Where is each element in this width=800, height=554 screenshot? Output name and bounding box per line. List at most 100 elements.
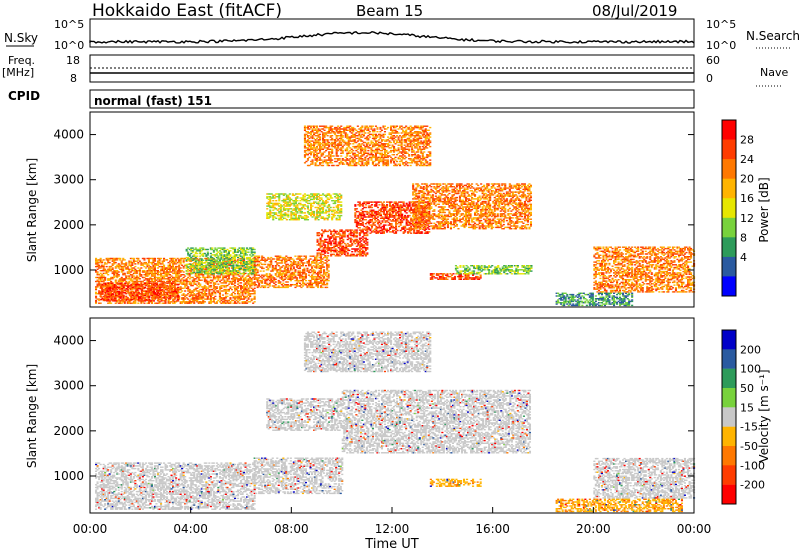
data-cell — [101, 293, 104, 295]
data-cell — [313, 197, 316, 199]
data-cell — [134, 282, 137, 284]
data-cell — [146, 280, 149, 283]
data-cell — [144, 278, 148, 280]
data-cell — [223, 280, 226, 283]
data-cell — [109, 289, 112, 291]
data-cell — [181, 264, 184, 266]
data-cell — [289, 258, 292, 260]
data-cell — [314, 193, 317, 195]
data-cell — [150, 261, 154, 264]
data-cell — [292, 274, 295, 276]
data-cell — [249, 295, 252, 298]
data-cell — [96, 280, 99, 283]
data-cell — [182, 298, 185, 300]
data-cell — [293, 194, 296, 196]
data-cell — [240, 278, 243, 280]
data-cell — [96, 293, 99, 295]
data-cell — [361, 247, 364, 249]
data-cell — [261, 263, 264, 266]
data-cell — [137, 278, 140, 280]
data-cell — [98, 261, 101, 264]
data-cell — [271, 258, 274, 260]
data-cell — [294, 210, 298, 213]
data-cell — [297, 209, 301, 211]
data-cell — [313, 193, 316, 195]
data-cell — [291, 271, 294, 274]
data-cell — [143, 297, 147, 299]
data-cell — [234, 255, 237, 257]
data-cell — [111, 264, 114, 266]
data-cell — [127, 284, 130, 286]
data-cell — [175, 288, 178, 290]
data-cell — [315, 258, 318, 260]
data-cell — [399, 209, 402, 211]
data-cell — [357, 240, 360, 242]
data-cell — [111, 267, 114, 269]
data-cell — [232, 267, 235, 270]
data-cell — [346, 252, 349, 254]
data-cell — [160, 257, 163, 260]
data-cell — [218, 258, 222, 260]
data-cell — [128, 293, 131, 295]
data-cell — [382, 204, 386, 206]
data-cell — [293, 219, 296, 221]
data-cell — [137, 290, 140, 292]
data-cell — [288, 258, 291, 260]
data-cell — [140, 300, 143, 302]
data-cell — [252, 251, 255, 253]
data-cell — [205, 276, 208, 279]
data-cell — [348, 245, 351, 247]
data-cell — [184, 302, 187, 304]
data-cell — [314, 270, 317, 272]
data-cell — [170, 271, 173, 273]
data-cell — [169, 267, 172, 269]
data-cell — [107, 293, 110, 295]
data-cell — [203, 290, 206, 292]
data-cell — [211, 254, 214, 256]
data-cell — [120, 265, 123, 268]
data-cell — [130, 296, 133, 298]
data-cell — [131, 282, 134, 284]
data-cell — [229, 261, 232, 263]
data-cell — [294, 279, 297, 282]
data-cell — [227, 283, 231, 285]
data-cell — [153, 280, 157, 283]
data-cell — [419, 231, 422, 233]
data-cell — [315, 282, 318, 284]
data-cell — [244, 250, 247, 252]
data-cell — [96, 259, 99, 261]
data-cell — [428, 228, 431, 230]
data-cell — [95, 271, 98, 273]
data-cell — [226, 255, 229, 257]
data-cell — [123, 259, 126, 261]
data-cell — [284, 217, 287, 219]
data-cell — [129, 287, 132, 289]
data-cell — [241, 252, 244, 255]
data-cell — [221, 298, 225, 300]
data-cell — [302, 194, 305, 196]
data-cell — [235, 297, 238, 299]
data-cell — [161, 270, 164, 272]
data-cell — [206, 262, 209, 264]
data-cell — [379, 208, 383, 210]
data-cell — [243, 255, 246, 257]
data-cell — [305, 217, 308, 219]
data-cell — [163, 259, 166, 261]
data-cell — [234, 295, 237, 298]
data-cell — [229, 262, 232, 264]
data-cell — [285, 197, 288, 199]
data-cell — [387, 216, 390, 218]
data-cell — [364, 255, 367, 257]
data-cell — [358, 227, 361, 229]
data-cell — [169, 285, 172, 287]
data-cell — [316, 253, 319, 256]
data-cell — [147, 267, 151, 269]
data-cell — [282, 194, 285, 196]
data-cell — [111, 257, 114, 260]
data-cell — [300, 286, 303, 289]
data-cell — [249, 293, 252, 295]
data-cell — [199, 252, 202, 255]
data-cell — [261, 274, 264, 276]
data-cell — [196, 284, 199, 287]
data-cell — [137, 257, 140, 260]
